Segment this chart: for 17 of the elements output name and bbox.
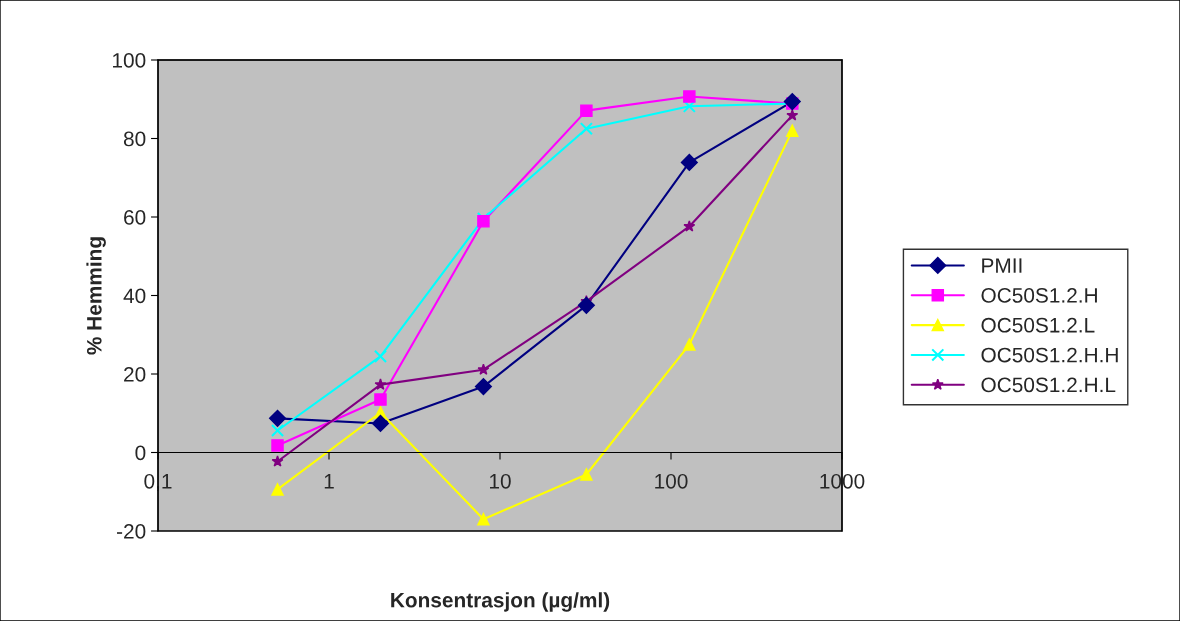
legend-label: OC50S1.2.H.L (981, 377, 1116, 393)
y-tick-label: 0 (135, 445, 146, 461)
x-tick-label: 10 (490, 473, 511, 489)
legend-label: OC50S1.2.L (981, 317, 1095, 333)
y-tick-label: 100 (113, 53, 146, 68)
y-tick-label: 20 (124, 367, 146, 382)
x-tick-label: 1 (324, 474, 334, 489)
x-axis-title: Konsentrasjon (µg/ml) (391, 592, 610, 612)
legend-label: PMII (982, 258, 1022, 273)
legend-label: OC50S1.2.H.H (981, 347, 1118, 363)
x-tick-label: 100 (655, 473, 688, 489)
y-tick-label: 40 (123, 288, 146, 304)
y-tick-label: 80 (123, 131, 146, 147)
legend-label: OC50S1.2.H (981, 288, 1097, 303)
y-axis-title: % Hemming (86, 237, 106, 355)
y-tick-label: -20 (117, 524, 146, 539)
y-tick-label: 60 (124, 210, 146, 225)
